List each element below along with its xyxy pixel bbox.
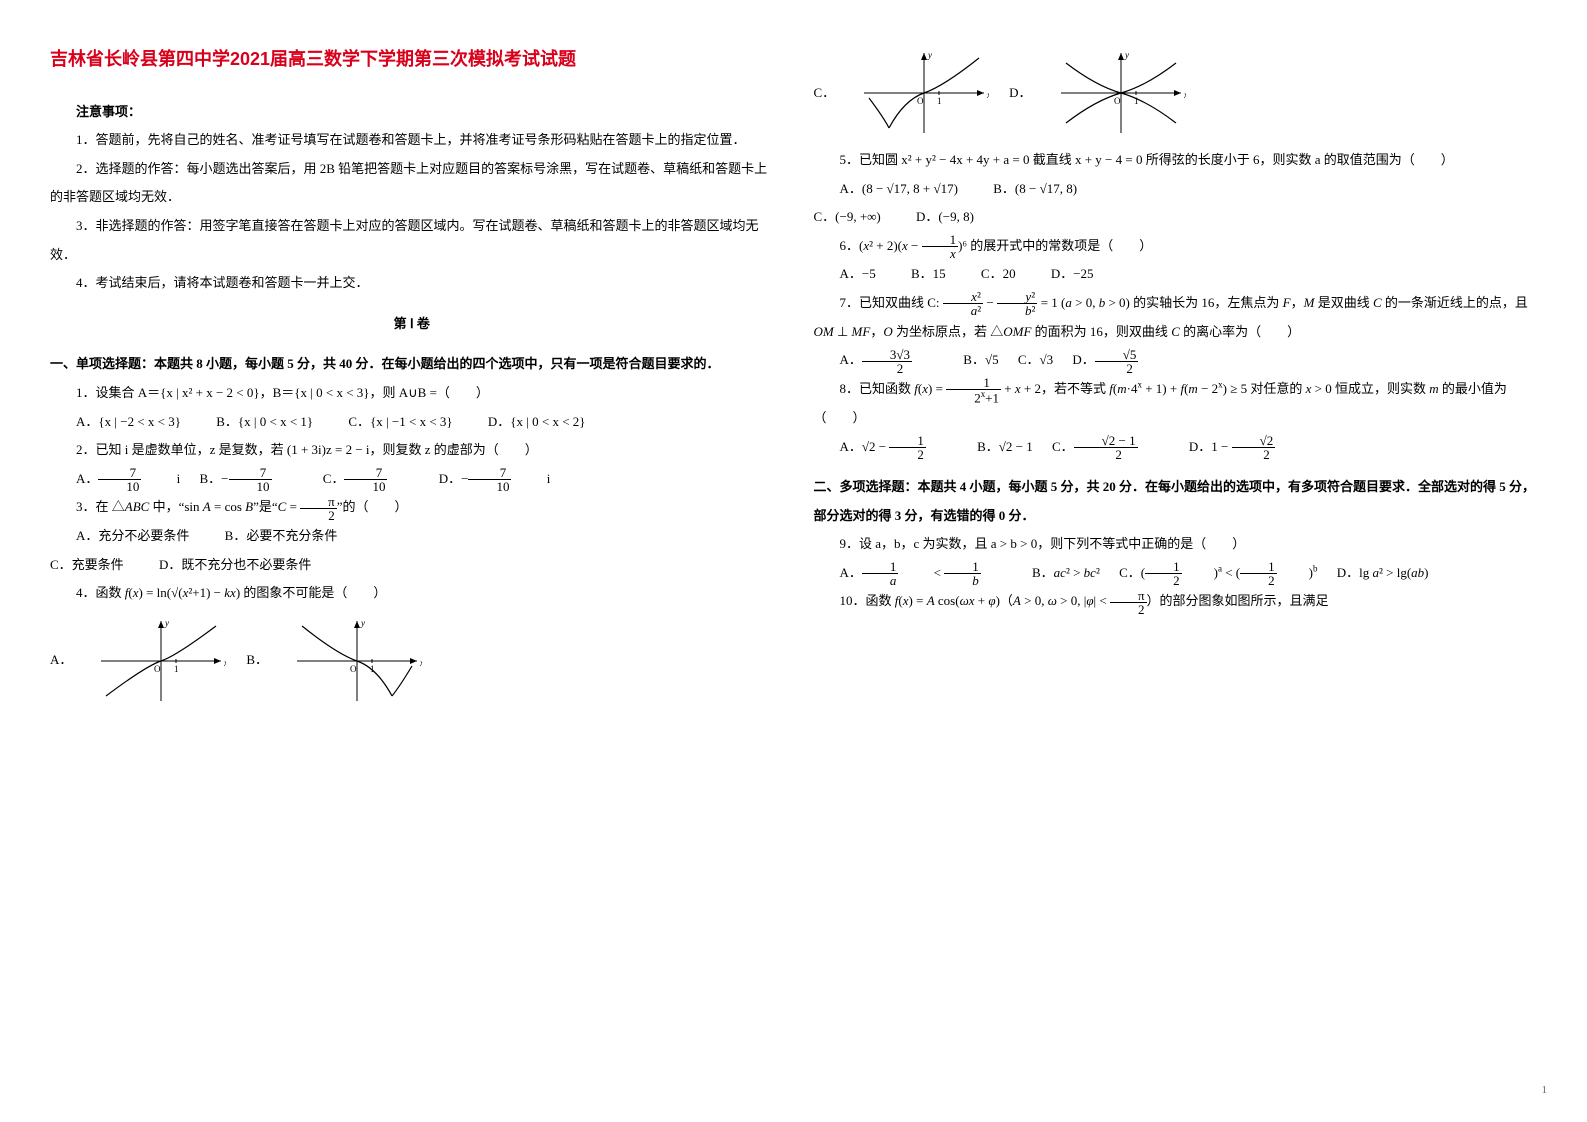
question-6-options: A．−5 B．15 C．20 D．−25 bbox=[814, 260, 1538, 289]
question-2: 2．已知 i 是虚数单位，z 是复数，若 (1 + 3i)z = 2 − i，则… bbox=[50, 436, 774, 465]
question-3-options: A．充分不必要条件 B．必要不充分条件 C．充要条件 D．既不充分也不必要条件 bbox=[50, 522, 774, 579]
question-2-options: A．710 i B．−710 C．710 D．−710 i bbox=[50, 465, 774, 494]
question-8-options: A．√2 − 12 B．√2 − 1 C．√2 − 12 D．1 − √22 bbox=[814, 433, 1538, 462]
notice-3: 3．非选择题的作答：用签字笔直接答在答题卡上对应的答题区域内。写在试题卷、草稿纸… bbox=[50, 212, 774, 269]
svg-text:1: 1 bbox=[937, 96, 942, 106]
section-b-heading: 二、多项选择题：本题共 4 小题，每小题 5 分，共 20 分．在每小题给出的选… bbox=[814, 473, 1538, 530]
question-9: 9．设 a，b，c 为实数，且 a > b > 0，则下列不等式中正确的是（ ） bbox=[814, 530, 1538, 559]
question-7: 7．已知双曲线 C: x²a² − y²b² = 1 (a > 0, b > 0… bbox=[814, 289, 1538, 346]
notice-1: 1．答题前，先将自己的姓名、准考证号填写在试题卷和答题卡上，并将准考证号条形码粘… bbox=[50, 126, 774, 155]
question-3: 3．在 △ABC 中，“sin A = cos B”是“C = π2”的（ ） bbox=[50, 493, 774, 522]
question-5: 5．已知圆 x² + y² − 4x + 4y + a = 0 截直线 x + … bbox=[814, 146, 1538, 175]
svg-text:x: x bbox=[223, 658, 226, 668]
question-10: 10．函数 f(x) = A cos(ωx + φ)（A > 0, ω > 0,… bbox=[814, 587, 1538, 616]
question-5-options: A．(8 − √17, 8 + √17) B．(8 − √17, 8) C．(−… bbox=[814, 175, 1538, 232]
question-6: 6．(x² + 2)(x − 1x)⁶ 的展开式中的常数项是（ ） bbox=[814, 232, 1538, 261]
svg-text:y: y bbox=[1124, 50, 1129, 60]
question-1-options: A．{x | −2 < x < 3} B．{x | 0 < x < 1} C．{… bbox=[50, 408, 774, 437]
part-label: 第 Ⅰ 卷 bbox=[50, 310, 774, 339]
question-9-options: A．1a < 1b B．ac² > bc² C．(12)a < (12)b D．… bbox=[814, 559, 1538, 588]
question-8: 8．已知函数 f(x) = 12x+1 + x + 2，若不等式 f(m·4x … bbox=[814, 375, 1538, 433]
plot-option-d: x y O 1 bbox=[1056, 48, 1186, 138]
section-a-heading: 一、单项选择题：本题共 8 小题，每小题 5 分，共 40 分．在每小题给出的四… bbox=[50, 350, 774, 379]
svg-text:O: O bbox=[1114, 96, 1121, 106]
svg-text:x: x bbox=[419, 658, 422, 668]
plot-option-b: x y O 1 bbox=[292, 616, 422, 706]
question-4: 4．函数 f(x) = ln(√(x²+1) − kx) 的图象不可能是（ ） bbox=[50, 579, 774, 608]
page-number: 1 bbox=[1542, 1078, 1548, 1102]
notice-2: 2．选择题的作答：每小题选出答案后，用 2B 铅笔把答题卡上对应题目的答案标号涂… bbox=[50, 155, 774, 212]
notice-4: 4．考试结束后，请将本试题卷和答题卡一并上交． bbox=[50, 269, 774, 298]
svg-text:y: y bbox=[927, 50, 932, 60]
question-4-plots-row2: C． x y O 1 D． x y bbox=[814, 48, 1538, 138]
question-4-plots-row1: A． x y O 1 B． x y O bbox=[50, 616, 774, 706]
notice-heading: 注意事项： bbox=[50, 98, 774, 127]
plot-option-a: x y O 1 bbox=[96, 616, 226, 706]
svg-text:O: O bbox=[154, 664, 161, 674]
svg-text:y: y bbox=[360, 618, 365, 628]
svg-text:x: x bbox=[1183, 90, 1186, 100]
plot-option-c: x y O 1 bbox=[859, 48, 989, 138]
svg-text:O: O bbox=[917, 96, 924, 106]
svg-text:x: x bbox=[986, 90, 989, 100]
question-1: 1．设集合 A＝{x | x² + x − 2 < 0}，B＝{x | 0 < … bbox=[50, 379, 774, 408]
svg-text:O: O bbox=[350, 664, 357, 674]
question-7-options: A．3√32 B．√5 C．√3 D．√52 bbox=[814, 346, 1538, 375]
exam-title: 吉林省长岭县第四中学2021届高三数学下学期第三次模拟考试试题 bbox=[50, 40, 774, 80]
svg-text:y: y bbox=[164, 618, 169, 628]
svg-text:1: 1 bbox=[174, 664, 179, 674]
